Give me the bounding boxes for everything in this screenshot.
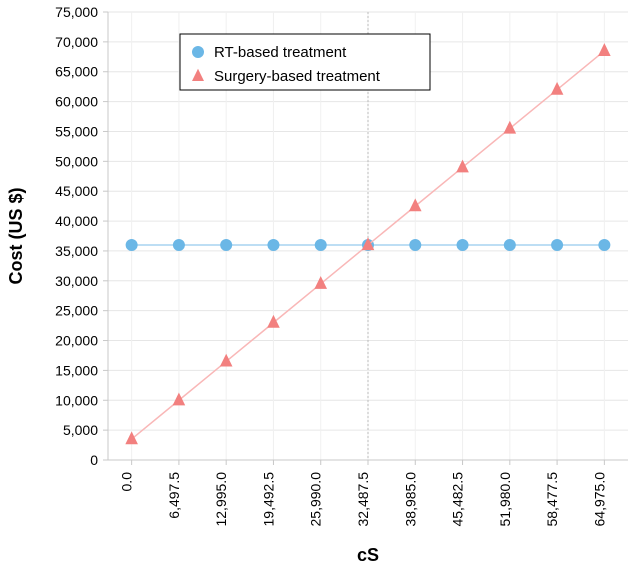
y-tick-label: 0 (90, 452, 98, 468)
x-axis-label: cS (357, 545, 379, 565)
data-point (315, 239, 326, 250)
y-tick-label: 10,000 (55, 392, 98, 408)
y-tick-label: 40,000 (55, 213, 98, 229)
legend: RT-based treatment Surgery-based treatmen… (180, 34, 430, 90)
x-tick-label: 51,980.0 (497, 472, 513, 527)
y-tick-label: 20,000 (55, 333, 98, 349)
x-tick-label: 6,497.5 (166, 472, 182, 519)
y-tick-label: 35,000 (55, 243, 98, 259)
x-tick-label: 0.0 (119, 472, 135, 492)
data-point (221, 239, 232, 250)
data-point (599, 239, 610, 250)
x-tick-label: 58,477.5 (544, 472, 560, 527)
y-tick-label: 30,000 (55, 273, 98, 289)
y-axis-label: Cost (US $) (6, 187, 26, 284)
y-tick-label: 15,000 (55, 362, 98, 378)
y-tick-label: 55,000 (55, 123, 98, 139)
y-tick-label: 60,000 (55, 94, 98, 110)
chart-svg: 0 5,000 10,000 15,000 20,000 25,000 30,000 35,0… (0, 0, 638, 573)
x-tick-label: 45,482.5 (450, 472, 466, 527)
legend-label: RT-based treatment (214, 44, 347, 61)
y-tick-label: 75,000 (55, 4, 98, 20)
y-tick-label: 45,000 (55, 183, 98, 199)
y-tick-label: 70,000 (55, 34, 98, 50)
y-tick-label: 5,000 (63, 422, 98, 438)
data-point (410, 239, 421, 250)
data-point (504, 239, 515, 250)
x-tick-label: 64,975.0 (591, 472, 607, 527)
x-tick-label: 38,985.0 (402, 472, 418, 527)
data-point (268, 239, 279, 250)
data-point (173, 239, 184, 250)
data-point (126, 239, 137, 250)
x-tick-label: 19,492.5 (260, 472, 276, 527)
x-tick-label: 25,990.0 (308, 472, 324, 527)
y-tick-label: 65,000 (55, 64, 98, 80)
x-tick-label: 12,995.0 (213, 472, 229, 527)
legend-marker (192, 46, 204, 58)
data-point (457, 239, 468, 250)
cost-chart: 0 5,000 10,000 15,000 20,000 25,000 30,000 35,0… (0, 0, 638, 573)
x-tick-label: 32,487.5 (355, 472, 371, 527)
data-point (552, 239, 563, 250)
legend-label: Surgery-based treatment (214, 68, 381, 85)
y-tick-label: 25,000 (55, 303, 98, 319)
y-tick-label: 50,000 (55, 153, 98, 169)
